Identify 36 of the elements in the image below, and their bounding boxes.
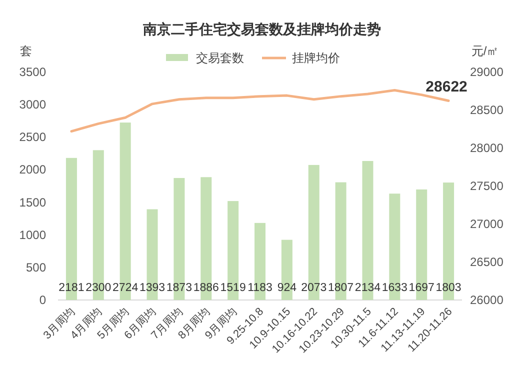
data-label: 28622: [426, 78, 468, 96]
legend-label: 挂牌均价: [292, 51, 340, 65]
data-label: 1886: [193, 282, 219, 294]
y-tick-label: 500: [26, 260, 46, 274]
y2-tick-label: 27000: [470, 217, 504, 231]
data-label: 1393: [139, 282, 166, 294]
data-label: 2073: [301, 282, 327, 294]
y2-tick-label: 28000: [470, 141, 504, 155]
y-axis-title: 套: [20, 44, 32, 58]
data-label: 1697: [408, 282, 434, 294]
y-tick-label: 2000: [19, 162, 46, 177]
legend-label: 交易套数: [196, 51, 244, 65]
data-label: 2724: [112, 282, 139, 294]
y2-tick-label: 26000: [470, 293, 504, 307]
y2-tick-label: 29000: [470, 65, 504, 79]
data-label: 2181: [58, 282, 84, 294]
data-label: 2300: [86, 282, 112, 294]
y-tick-label: 0: [39, 293, 46, 307]
data-label: 1183: [248, 282, 272, 294]
data-label: 924: [277, 282, 298, 294]
data-label: 1519: [220, 282, 246, 294]
y2-axis-title: 元/㎡: [471, 44, 499, 58]
y2-tick-label: 27500: [470, 179, 504, 193]
data-label: 1803: [436, 282, 462, 294]
data-label: 2134: [354, 282, 382, 294]
y-tick-label: 1000: [19, 228, 46, 242]
y-tick-label: 3000: [19, 98, 46, 112]
data-label: 1807: [328, 282, 354, 294]
chart-title: 南京二手住宅交易套数及挂牌均价走势: [142, 21, 381, 37]
y2-tick-label: 26500: [470, 255, 504, 269]
data-label: 1873: [166, 282, 192, 294]
y2-tick-label: 28500: [470, 103, 504, 117]
y-tick-label: 1500: [19, 195, 46, 210]
y-tick-label: 2500: [19, 130, 46, 144]
y-tick-label: 3500: [19, 65, 46, 79]
data-label: 1633: [382, 282, 408, 294]
